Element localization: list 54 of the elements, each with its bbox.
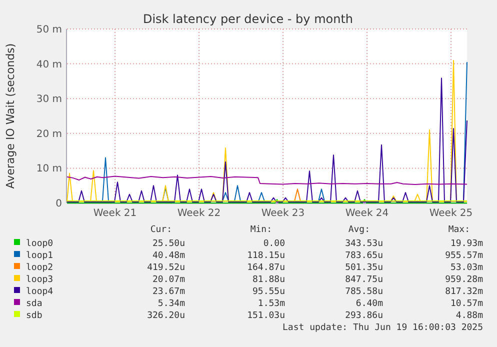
legend-label: sdb xyxy=(26,311,42,321)
y-tick-label: 30 m xyxy=(36,94,62,106)
text: 10.57m xyxy=(450,299,483,309)
text: Max: xyxy=(448,225,470,235)
text: 343.53u xyxy=(345,239,383,249)
text: 326.20u xyxy=(147,311,185,321)
text: 293.86u xyxy=(345,311,383,321)
x-tick-label: Week 22 xyxy=(177,208,221,219)
y-tick-label: 50 m xyxy=(36,24,62,36)
text: 419.52u xyxy=(147,263,185,273)
text: 53.03m xyxy=(450,263,483,273)
text: 501.35u xyxy=(345,263,383,273)
text: 164.87u xyxy=(247,263,285,273)
text: 95.55u xyxy=(252,287,285,297)
text: 5.34m xyxy=(158,299,185,309)
text: 817.32m xyxy=(445,287,483,297)
legend-label: loop1 xyxy=(26,251,54,261)
text: 783.65u xyxy=(345,251,383,261)
text: Cur: xyxy=(150,225,172,235)
text: 23.67m xyxy=(152,287,185,297)
y-axis-title: Average IO Wait (seconds) xyxy=(4,43,17,189)
x-tick-label: Week 24 xyxy=(345,208,389,219)
text: 151.03u xyxy=(247,311,285,321)
text: Last update: Thu Jun 19 16:00:03 2025 xyxy=(282,323,483,333)
x-tick-label: Week 21 xyxy=(93,208,137,219)
y-tick-label: 40 m xyxy=(36,59,62,70)
y-tick-label: 10 m xyxy=(36,164,62,175)
text: 847.75u xyxy=(345,275,383,285)
text: 0.00 xyxy=(263,239,285,249)
text: 118.15u xyxy=(247,251,285,261)
text: 20.07m xyxy=(152,275,185,285)
text: 785.58u xyxy=(345,287,383,297)
text: 4.88m xyxy=(456,311,483,321)
text: 81.88u xyxy=(252,275,285,285)
x-tick-label: Week 25 xyxy=(429,208,473,219)
text: 955.57m xyxy=(445,251,483,261)
legend-label: loop0 xyxy=(26,239,54,249)
x-tick-label: Week 23 xyxy=(261,208,305,219)
legend-label: loop2 xyxy=(26,263,54,273)
text: Min: xyxy=(250,225,272,235)
line-series xyxy=(66,176,468,186)
text: Avg: xyxy=(348,225,370,235)
y-tick-label: 20 m xyxy=(36,128,62,140)
text: 19.93m xyxy=(450,239,483,249)
text: 6.40m xyxy=(356,299,383,309)
legend-label: loop4 xyxy=(26,287,54,297)
chart-title: Disk latency per device - by month xyxy=(142,12,354,26)
legend-label: sda xyxy=(26,299,42,309)
text: 1.53m xyxy=(258,299,285,309)
legend-label: loop3 xyxy=(26,275,54,285)
text: 959.28m xyxy=(445,275,483,285)
text: 40.48m xyxy=(152,251,185,261)
text: 25.50u xyxy=(152,239,185,249)
y-tick-label: 0 xyxy=(56,198,62,210)
